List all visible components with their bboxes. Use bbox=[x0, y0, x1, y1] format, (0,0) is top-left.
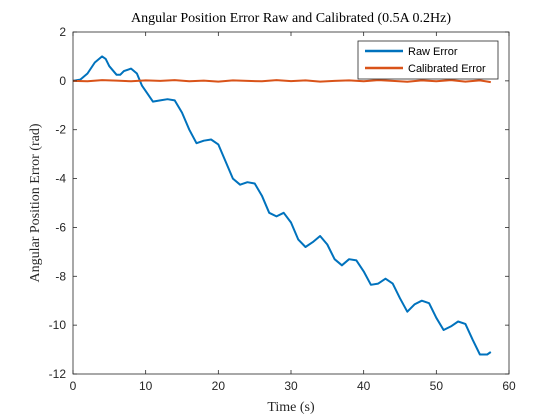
plot-area bbox=[73, 32, 509, 374]
x-tick-label: 60 bbox=[502, 379, 516, 393]
legend: Raw Error Calibrated Error bbox=[357, 40, 499, 80]
y-tick-label: 0 bbox=[59, 74, 66, 88]
y-axis-ticks: -12 -10 -8 -6 -4 -2 0 2 bbox=[49, 25, 509, 381]
x-tick-label: 10 bbox=[139, 379, 153, 393]
y-tick-label: -12 bbox=[49, 367, 67, 381]
x-tick-label: 20 bbox=[212, 379, 226, 393]
series-line-raw-error bbox=[72, 55, 492, 356]
series-line-calibrated-error bbox=[72, 79, 491, 84]
x-tick-label: 40 bbox=[357, 379, 371, 393]
legend-label-calibrated-error: Calibrated Error bbox=[408, 63, 486, 75]
chart-title: Angular Position Error Raw and Calibrate… bbox=[131, 11, 451, 26]
y-tick-label: -2 bbox=[55, 123, 66, 137]
y-tick-label: -4 bbox=[55, 172, 66, 186]
y-tick-label: 2 bbox=[59, 25, 66, 39]
legend-label-raw-error: Raw Error bbox=[408, 46, 458, 58]
y-tick-label: -6 bbox=[55, 220, 66, 234]
y-axis-label: Angular Position Error (rad) bbox=[28, 123, 43, 282]
y-tick-label: -10 bbox=[49, 318, 67, 332]
y-tick-label: -8 bbox=[55, 269, 66, 283]
x-tick-label: 0 bbox=[70, 379, 77, 393]
x-tick-label: 50 bbox=[430, 379, 444, 393]
plot-frame bbox=[72, 31, 510, 375]
legend-box bbox=[357, 40, 499, 80]
series-layer bbox=[72, 55, 492, 356]
x-tick-label: 30 bbox=[284, 379, 298, 393]
x-axis-label: Time (s) bbox=[267, 400, 315, 415]
